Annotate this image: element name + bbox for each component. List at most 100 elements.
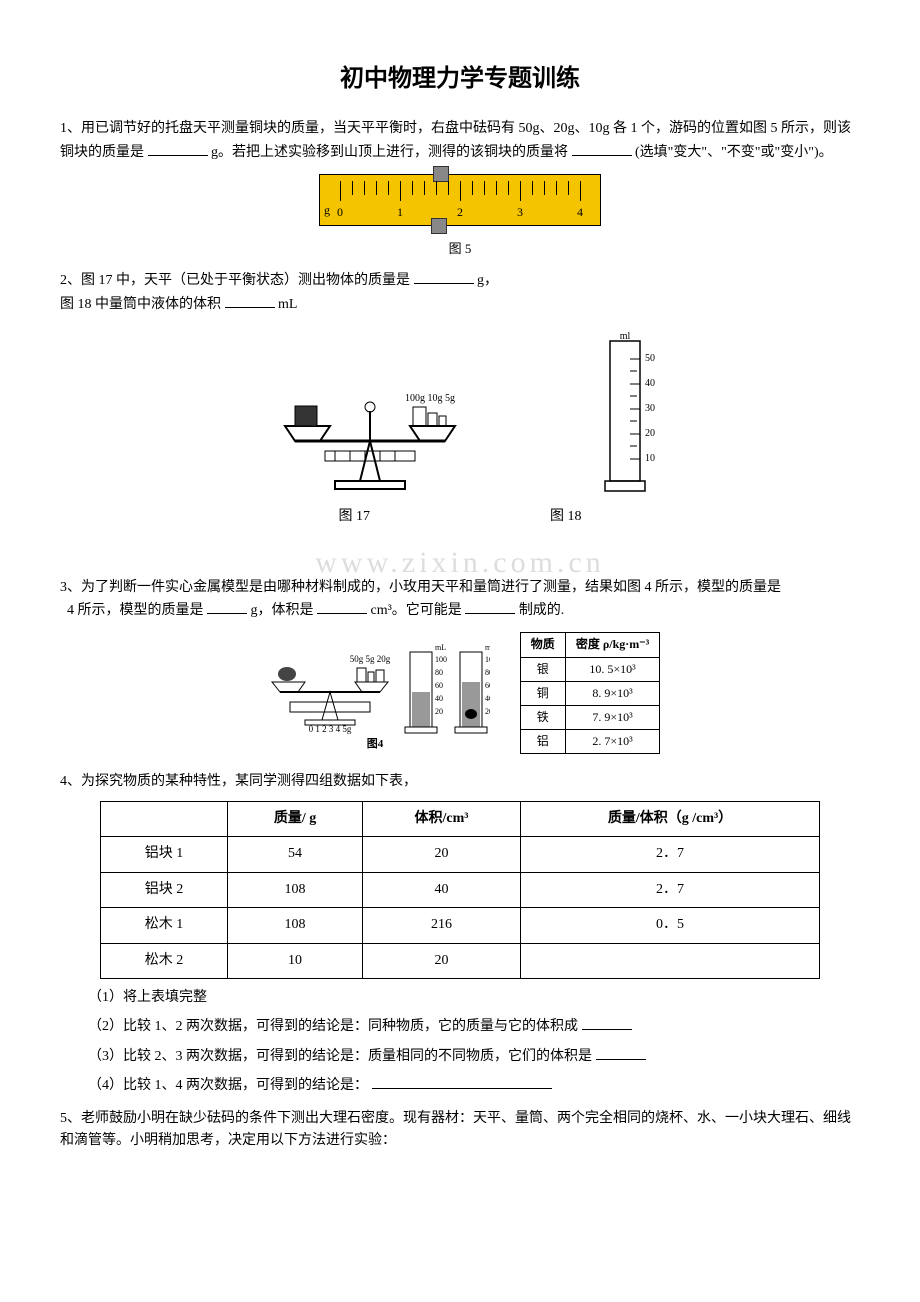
- q4-sub4-blank: [372, 1074, 552, 1089]
- q4-sub2-text: （2）比较 1、2 两次数据，可得到的结论是：同种物质，它的质量与它的体积成: [88, 1019, 578, 1034]
- q4h1: 质量/ g: [228, 802, 363, 837]
- density-table: 物质 密度 ρ/kg·m⁻³ 银10. 5×10³ 铜8. 9×10³ 铁7. …: [520, 632, 660, 754]
- ruler-scale: g 0 1 2 3 4: [319, 174, 601, 226]
- svg-text:100: 100: [485, 655, 490, 664]
- figure-5-label: 图 5: [60, 239, 860, 260]
- q2-text-a: 2、图 17 中，天平（已处于平衡状态）测出物体的质量是: [60, 273, 410, 288]
- q3-blank-mass: [207, 599, 247, 614]
- q2-text-d: mL: [278, 297, 297, 312]
- figure-5: g 0 1 2 3 4 图 5: [60, 174, 860, 259]
- q3-left-fig: 50g 5g 20g 0 1 2 3 4 5g mL 100 80 60 40 …: [260, 632, 490, 760]
- svg-text:图4: 图4: [367, 737, 384, 750]
- question-2: 2、图 17 中，天平（已处于平衡状态）测出物体的质量是 g， 图 18 中量筒…: [60, 269, 860, 316]
- page-title: 初中物理力学专题训练: [60, 60, 860, 98]
- q4-sub4-text: （4）比较 1、4 两次数据，可得到的结论是：: [88, 1078, 368, 1093]
- q4r2c1: 108: [228, 908, 363, 943]
- dt-r0c1: 10. 5×10³: [565, 657, 659, 681]
- q2-blank-mass: [414, 269, 474, 284]
- fig18-label: 图 18: [550, 506, 582, 528]
- q3-text-c: cm³。它可能是: [371, 603, 462, 618]
- svg-text:40: 40: [645, 378, 655, 389]
- q3-text-d: 制成的.: [519, 603, 565, 618]
- svg-text:40: 40: [485, 694, 490, 703]
- svg-text:20: 20: [435, 707, 443, 716]
- svg-text:50: 50: [645, 353, 655, 364]
- svg-text:80: 80: [435, 668, 443, 677]
- dt-h2: 密度 ρ/kg·m⁻³: [565, 633, 659, 657]
- q1-blank-change: [572, 141, 632, 156]
- q4r2c0: 松木 1: [101, 908, 228, 943]
- q4r1c3: 2．7: [521, 872, 820, 907]
- q4-sub3: （3）比较 2、3 两次数据，可得到的结论是：质量相同的不同物质，它们的体积是: [88, 1045, 860, 1068]
- svg-text:40: 40: [435, 694, 443, 703]
- dt-r3c1: 2. 7×10³: [565, 730, 659, 754]
- balance-fig17: 100g 10g 5g: [265, 351, 475, 501]
- q4-data-table: 质量/ g 体积/cm³ 质量/体积（g /cm³） 铝块 1 54 20 2．…: [100, 801, 820, 979]
- q4r0c0: 铝块 1: [101, 837, 228, 872]
- svg-text:20: 20: [645, 428, 655, 439]
- q4r0c1: 54: [228, 837, 363, 872]
- dt-r0c0: 银: [520, 657, 565, 681]
- svg-text:20: 20: [485, 707, 490, 716]
- slider-top: [433, 166, 449, 182]
- q2-blank-vol: [225, 293, 275, 308]
- dt-r3c0: 铝: [520, 730, 565, 754]
- svg-text:100: 100: [435, 655, 447, 664]
- q2-labels: 图 17 图 18: [60, 506, 860, 528]
- q4r2c2: 216: [362, 908, 520, 943]
- svg-text:mL: mL: [435, 643, 446, 652]
- q4r3c1: 10: [228, 943, 363, 978]
- q4r1c1: 108: [228, 872, 363, 907]
- q1-text-c: (选填"变大"、"不变"或"变小")。: [635, 145, 833, 160]
- q2-figures: 100g 10g 5g ml 50 40 30 20 10: [60, 331, 860, 501]
- svg-text:0 1 2 3 4 5g: 0 1 2 3 4 5g: [308, 724, 351, 734]
- slider-bottom: [431, 218, 447, 234]
- svg-text:mL: mL: [485, 643, 490, 652]
- q1-blank-mass: [148, 141, 208, 156]
- cylinder-fig18: ml 50 40 30 20 10: [595, 331, 655, 501]
- svg-text:80: 80: [485, 668, 490, 677]
- q4r3c3: [521, 943, 820, 978]
- q3-blank-vol: [317, 599, 367, 614]
- svg-text:10: 10: [645, 453, 655, 464]
- svg-text:60: 60: [435, 681, 443, 690]
- svg-text:100g 10g 5g: 100g 10g 5g: [405, 393, 455, 404]
- q3-figures: 50g 5g 20g 0 1 2 3 4 5g mL 100 80 60 40 …: [60, 632, 860, 760]
- q4-sub2-blank: [582, 1015, 632, 1030]
- question-4: 4、为探究物质的某种特性，某同学测得四组数据如下表，: [60, 771, 860, 793]
- q2-text-c: 图 18 中量筒中液体的体积: [60, 297, 221, 312]
- dt-r1c0: 铜: [520, 681, 565, 705]
- question-1: 1、用已调节好的托盘天平测量铜块的质量，当天平平衡时，右盘中砝码有 50g、20…: [60, 118, 860, 164]
- svg-text:60: 60: [485, 681, 490, 690]
- question-3: 3、为了判断一件实心金属模型是由哪种材料制成的，小玫用天平和量筒进行了测量，结果…: [60, 577, 860, 623]
- svg-text:30: 30: [645, 403, 655, 414]
- dt-r1c1: 8. 9×10³: [565, 681, 659, 705]
- q4-sub1: （1）将上表填完整: [88, 987, 860, 1009]
- q4r1c2: 40: [362, 872, 520, 907]
- q4h0: [101, 802, 228, 837]
- q2-text-b: g，: [477, 273, 498, 288]
- q4r0c2: 20: [362, 837, 520, 872]
- q4-sub3-text: （3）比较 2、3 两次数据，可得到的结论是：质量相同的不同物质，它们的体积是: [88, 1049, 592, 1064]
- question-5: 5、老师鼓励小明在缺少砝码的条件下测出大理石密度。现有器材：天平、量筒、两个完全…: [60, 1108, 860, 1153]
- q3-text-b-pre: 4 所示，模型的质量是: [67, 603, 204, 618]
- q3-text-a: 3、为了判断一件实心金属模型是由哪种材料制成的，小玫用天平和量筒进行了测量，结果…: [60, 580, 781, 595]
- q4r3c0: 松木 2: [101, 943, 228, 978]
- dt-r2c1: 7. 9×10³: [565, 705, 659, 729]
- q4-sub2: （2）比较 1、2 两次数据，可得到的结论是：同种物质，它的质量与它的体积成: [88, 1015, 860, 1038]
- q4r3c2: 20: [362, 943, 520, 978]
- dt-r2c0: 铁: [520, 705, 565, 729]
- q4-sub3-blank: [596, 1045, 646, 1060]
- q3-blank-mat: [465, 599, 515, 614]
- q4r2c3: 0．5: [521, 908, 820, 943]
- ruler-unit-g: g: [324, 201, 330, 220]
- dt-h1: 物质: [520, 633, 565, 657]
- q4h3: 质量/体积（g /cm³）: [521, 802, 820, 837]
- svg-text:ml: ml: [620, 331, 631, 342]
- svg-text:50g 5g 20g: 50g 5g 20g: [350, 654, 391, 664]
- q4h2: 体积/cm³: [362, 802, 520, 837]
- fig17-label: 图 17: [339, 506, 371, 528]
- q3-text-b: g，体积是: [251, 603, 314, 618]
- q4-sub4: （4）比较 1、4 两次数据，可得到的结论是：: [88, 1074, 860, 1097]
- q1-text-b: g。若把上述实验移到山顶上进行，测得的该铜块的质量将: [211, 145, 568, 160]
